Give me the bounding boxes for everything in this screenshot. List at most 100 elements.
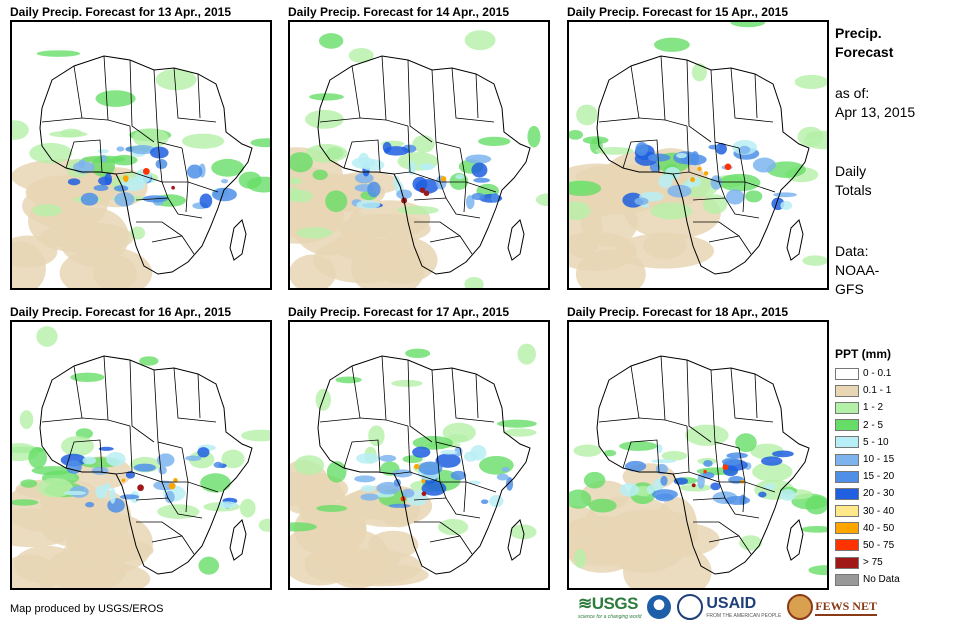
light-rain — [574, 548, 587, 569]
heavy-rain — [80, 192, 99, 206]
heavy-rain — [673, 477, 689, 485]
country-border — [754, 373, 758, 419]
country-border — [414, 521, 461, 537]
panel-title: Daily Precip. Forecast for 13 Apr., 2015 — [10, 5, 231, 19]
light-rain — [290, 522, 317, 532]
light-rain — [325, 190, 348, 213]
light-rain — [20, 479, 38, 488]
heavy-rain — [634, 197, 649, 206]
light-rain — [583, 471, 606, 489]
forecast-panel-4: Daily Precip. Forecast for 16 Apr., 2015 — [10, 304, 272, 590]
ppt-legend: PPT (mm) 0 - 0.1 0.1 - 1 1 - 2 2 - 5 5 - 10 1… — [835, 347, 900, 588]
usgs-wordmark: USGS — [591, 594, 639, 613]
heavy-rain — [217, 501, 238, 509]
country-border — [319, 117, 387, 123]
forecast-panel-5: Daily Precip. Forecast for 17 Apr., 2015 — [288, 304, 550, 590]
heavy-rain — [676, 152, 687, 159]
intense-rain-cell — [423, 190, 430, 197]
light-rain — [211, 158, 245, 177]
light-rain — [569, 201, 591, 220]
light-rain — [318, 33, 344, 49]
light-rain — [250, 138, 270, 148]
legend-label: 0.1 - 1 — [863, 385, 892, 397]
country-border — [103, 355, 131, 427]
heavy-rain — [100, 154, 107, 163]
heavy-rain — [465, 154, 492, 164]
light-rain — [569, 129, 583, 140]
country-border — [475, 373, 479, 419]
heavy-rain — [98, 446, 114, 451]
light-rain — [478, 136, 511, 147]
africa-coastline — [39, 355, 253, 575]
country-border — [622, 139, 660, 173]
light-rain — [588, 498, 617, 513]
country-border — [73, 365, 83, 419]
heavy-rain — [465, 195, 475, 210]
madagascar-outline — [507, 519, 525, 561]
intense-rain-cell — [419, 187, 426, 193]
africa-coastline — [39, 55, 253, 275]
country-border — [754, 73, 758, 119]
heavy-rain — [360, 485, 376, 493]
heavy-rain — [125, 471, 136, 479]
legend-label: 30 - 40 — [863, 505, 895, 517]
panel-title: Daily Precip. Forecast for 15 Apr., 2015 — [567, 5, 788, 19]
light-rain — [239, 498, 256, 518]
heavy-rain — [501, 466, 510, 473]
country-border — [407, 125, 411, 173]
intense-rain-cell — [173, 478, 178, 483]
asof-label: as of: — [835, 85, 870, 101]
legend-label: 0 - 0.1 — [863, 368, 892, 380]
light-rain — [335, 376, 362, 384]
heavy-rain — [480, 499, 489, 504]
dry-area — [58, 207, 129, 267]
intense-rain-cell — [440, 176, 447, 182]
precip-map — [10, 20, 272, 290]
light-rain — [12, 499, 39, 506]
dry-area — [12, 241, 46, 288]
country-border — [451, 67, 495, 123]
heavy-rain — [82, 456, 97, 465]
legend-rows: 0 - 0.1 0.1 - 1 1 - 2 2 - 5 5 - 10 10 - 15 15 … — [835, 365, 900, 588]
heavy-rain — [221, 178, 229, 184]
legend-swatch — [835, 401, 859, 414]
light-rain — [685, 424, 729, 446]
light-rain — [12, 120, 29, 140]
madagascar-outline — [786, 219, 804, 261]
country-border — [413, 497, 481, 519]
intense-rain-cell — [142, 167, 150, 175]
light-rain — [32, 204, 62, 217]
precip-map — [10, 320, 272, 590]
heavy-rain — [726, 452, 748, 459]
heavy-rain — [412, 176, 428, 192]
legend-label: 5 - 10 — [863, 436, 889, 448]
country-border — [65, 439, 103, 473]
panel-title: Daily Precip. Forecast for 14 Apr., 2015 — [288, 5, 509, 19]
country-border — [686, 125, 690, 173]
heavy-rain — [130, 144, 156, 155]
light-rain — [437, 518, 469, 536]
precip-map — [567, 20, 829, 290]
dry-area — [580, 197, 638, 247]
country-border — [475, 73, 479, 119]
light-rain — [517, 343, 536, 365]
country-border — [41, 417, 109, 423]
country-border — [343, 439, 381, 473]
usaid-wordmark: USAID — [706, 595, 757, 612]
heavy-rain — [401, 488, 415, 498]
light-rain — [258, 518, 270, 532]
light-rain — [36, 326, 58, 347]
light-rain — [304, 109, 344, 129]
country-border — [672, 471, 726, 499]
light-rain — [650, 202, 693, 220]
heavy-rain — [635, 142, 649, 156]
legend-label: 2 - 5 — [863, 419, 884, 431]
legend-swatch — [835, 539, 859, 552]
dry-area — [338, 213, 431, 244]
heavy-rain — [773, 192, 797, 198]
legend-swatch — [835, 556, 859, 569]
heavy-rain — [164, 490, 175, 504]
africa-coastline — [317, 355, 531, 575]
heavy-rain — [703, 459, 713, 467]
light-rain — [703, 194, 728, 215]
